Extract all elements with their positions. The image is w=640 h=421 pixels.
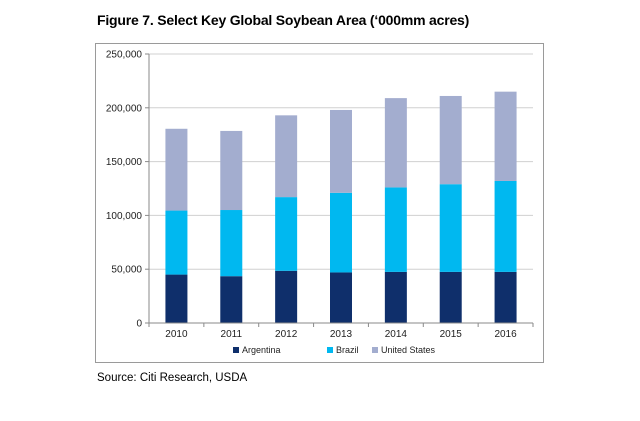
y-tick-label: 50,000 [111, 265, 142, 276]
bar-segment [494, 180, 517, 272]
y-tick-label: 200,000 [106, 103, 143, 114]
bar-segment [275, 270, 298, 323]
axes [145, 53, 534, 327]
x-tick-label: 2015 [440, 329, 463, 340]
bar-segment [384, 187, 407, 272]
bar-segment [439, 184, 462, 272]
bar-segment [384, 98, 407, 188]
bar-segment [494, 91, 517, 181]
legend-swatch [233, 347, 239, 353]
bar-segment [494, 271, 517, 323]
y-tick-label: 250,000 [106, 50, 143, 61]
y-tick-label: 150,000 [106, 157, 143, 168]
bar-segment [220, 276, 243, 323]
legend-label: Argentina [242, 345, 281, 355]
bar-segment [165, 128, 188, 211]
y-tick-label: 100,000 [106, 211, 143, 222]
x-tick-label: 2013 [330, 329, 353, 340]
bar-segment [165, 210, 188, 275]
x-tick-label: 2010 [165, 329, 188, 340]
source-note: Source: Citi Research, USDA [97, 372, 248, 384]
x-tick-label: 2012 [275, 329, 298, 340]
y-tick-label: 0 [136, 319, 142, 330]
bar-segment [439, 95, 462, 185]
bar-segment [275, 115, 298, 198]
legend-swatch [372, 347, 378, 353]
bar-segment [275, 197, 298, 271]
bar-segment [330, 272, 352, 323]
x-tick-label: 2014 [385, 329, 408, 340]
legend: Argentina Brazil United States [233, 345, 436, 355]
bar-segment [330, 192, 352, 273]
bar-segment [220, 130, 243, 211]
legend-label: United States [381, 345, 436, 355]
legend-swatch [327, 347, 333, 353]
legend-label: Brazil [336, 345, 359, 355]
chart-title: Figure 7. Select Key Global Soybean Area… [97, 12, 470, 28]
bars [165, 91, 517, 323]
bar-segment [220, 210, 243, 277]
bar-segment [330, 109, 352, 193]
chart-frame [95, 43, 544, 363]
bar-segment [384, 271, 407, 323]
bar-segment [165, 274, 188, 323]
tick-labels: 0 50,000 100,000 150,000 200,000 250,000 2010 2… [106, 50, 517, 341]
x-tick-label: 2016 [494, 329, 517, 340]
bar-segment [439, 271, 462, 323]
x-tick-label: 2011 [221, 329, 243, 340]
